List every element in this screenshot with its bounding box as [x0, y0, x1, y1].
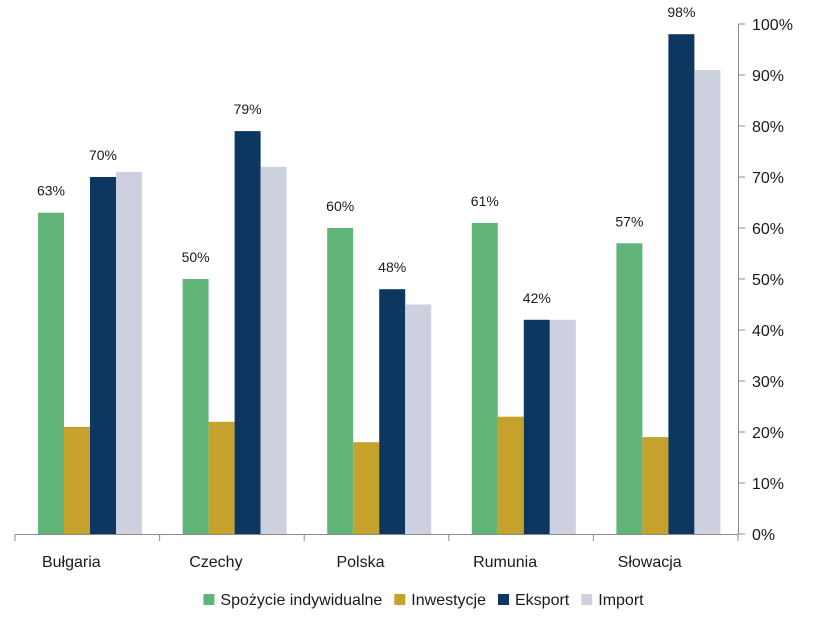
data-label: 98%	[667, 4, 695, 20]
bar-import-0	[116, 171, 142, 534]
y-tick-label: 20%	[752, 425, 784, 442]
data-label: 57%	[615, 213, 643, 229]
y-tick-label: 10%	[752, 476, 784, 493]
y-tick-label: 0%	[752, 527, 775, 544]
bar-inwestycje-3	[497, 416, 524, 534]
category-label: Bułgaria	[42, 554, 101, 571]
data-label: 48%	[378, 259, 406, 275]
legend-swatch	[581, 594, 593, 605]
bar-spożycie-indywidualne-2	[327, 228, 354, 534]
data-label: 63%	[37, 183, 65, 199]
legend-item: Eksport	[497, 592, 570, 609]
legend-label: Import	[598, 592, 644, 609]
legend-swatch	[394, 594, 406, 605]
y-tick-label: 100%	[752, 17, 793, 34]
bar-spożycie-indywidualne-0	[38, 212, 64, 534]
legend-label: Spożycie indywidualne	[220, 592, 382, 609]
category-label: Czechy	[189, 554, 242, 571]
legend-item: Import	[581, 592, 644, 609]
bar-spożycie-indywidualne-1	[182, 279, 209, 534]
bar-eksport-3	[523, 319, 550, 534]
bar-import-3	[549, 319, 576, 534]
y-tick-label: 60%	[752, 221, 784, 238]
legend-item: Inwestycje	[394, 592, 486, 609]
bar-eksport-0	[90, 177, 116, 534]
data-label: 50%	[182, 249, 210, 265]
legend-label: Eksport	[515, 592, 570, 609]
data-labels-group: 63% 70% 50% 79% 60% 48% 61% 42% 57% 98%	[37, 4, 695, 306]
bar-import-2	[405, 304, 432, 534]
bar-inwestycje-0	[64, 426, 90, 534]
category-label: Słowacja	[618, 554, 682, 571]
legend-swatch	[203, 594, 215, 605]
bar-spożycie-indywidualne-3	[471, 222, 498, 534]
data-label: 42%	[523, 290, 551, 306]
bar-inwestycje-4	[642, 437, 669, 534]
bar-eksport-1	[234, 131, 261, 534]
category-label: Polska	[336, 554, 384, 571]
legend-label: Inwestycje	[411, 592, 486, 609]
legend: Spożycie indywidualne Inwestycje Eksport Im…	[203, 592, 644, 609]
data-label: 70%	[89, 147, 117, 163]
y-tick-label: 90%	[752, 68, 784, 85]
data-label: 60%	[326, 198, 354, 214]
bar-spożycie-indywidualne-4	[616, 243, 643, 535]
data-label: 61%	[471, 193, 499, 209]
y-tick-label: 70%	[752, 170, 784, 187]
bar-eksport-2	[379, 289, 406, 534]
bars-group	[38, 34, 721, 535]
bar-inwestycje-1	[208, 421, 235, 534]
legend-swatch	[497, 594, 509, 605]
bar-eksport-4	[668, 34, 695, 534]
bar-import-4	[694, 69, 721, 535]
axes-group: Bułgaria Czechy Polska Rumunia Słowacja 0% 10%…	[14, 17, 793, 571]
y-tick-label: 40%	[752, 323, 784, 340]
category-label: Rumunia	[473, 554, 537, 571]
data-label: 79%	[234, 101, 262, 117]
bar-import-1	[260, 166, 287, 535]
bar-inwestycje-2	[353, 442, 380, 534]
y-tick-label: 30%	[752, 374, 784, 391]
y-tick-label: 80%	[752, 119, 784, 136]
legend-item: Spożycie indywidualne	[203, 592, 382, 609]
y-tick-label: 50%	[752, 272, 784, 289]
